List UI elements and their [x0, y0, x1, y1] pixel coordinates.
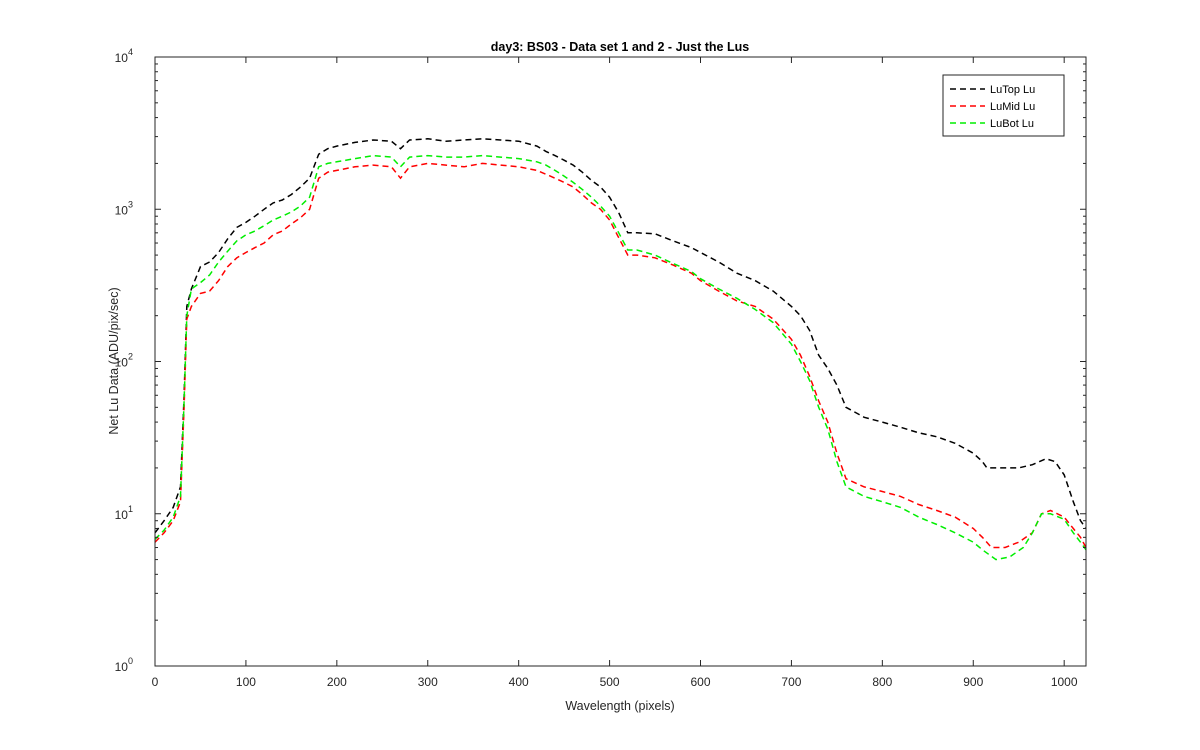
x-tick-label: 100 [236, 675, 256, 689]
y-tick-base: 10 [115, 51, 129, 65]
y-tick-exponent: 2 [128, 352, 133, 362]
x-tick-label: 700 [781, 675, 801, 689]
y-tick-label: 101 [115, 504, 133, 522]
plot-frame [154, 56, 1087, 667]
y-tick-label: 100 [115, 656, 133, 674]
series-line-3 [154, 154, 1087, 561]
legend-label-2: LuMid Lu [990, 101, 1035, 113]
series-line-1 [154, 138, 1087, 534]
y-tick-base: 10 [115, 203, 129, 217]
x-tick-label: 0 [152, 675, 159, 689]
x-tick-label: 400 [509, 675, 529, 689]
x-tick-label: 200 [327, 675, 347, 689]
y-tick-exponent: 1 [128, 504, 133, 514]
series-line-2 [154, 162, 1087, 549]
plot-background [155, 57, 1086, 666]
y-tick-base: 10 [115, 356, 129, 370]
y-tick-exponent: 4 [128, 47, 133, 57]
y-tick-exponent: 3 [128, 199, 133, 209]
legend-label-3: LuBot Lu [990, 118, 1034, 130]
x-axis-label: Wavelength (pixels) [565, 699, 674, 713]
ticks-layer: 0 100 200 300 400 500 600 700 800 900 100010010110… [115, 47, 1086, 689]
y-tick-label: 103 [115, 199, 133, 217]
plot-area [155, 57, 1086, 666]
y-tick-label: 102 [115, 352, 133, 370]
y-tick-base: 10 [115, 660, 129, 674]
y-axis-label: Net Lu Data (ADU/pix/sec) [107, 287, 121, 434]
x-tick-label: 800 [872, 675, 892, 689]
series-layer [154, 138, 1087, 561]
y-tick-label: 104 [115, 47, 133, 65]
x-tick-label: 500 [600, 675, 620, 689]
x-tick-label: 600 [690, 675, 710, 689]
legend-label-1: LuTop Lu [990, 84, 1035, 96]
chart-title: day3: BS03 - Data set 1 and 2 - Just the… [491, 40, 749, 54]
legend: LuTop Lu LuMid Lu LuBot Lu [942, 74, 1065, 137]
y-tick-base: 10 [115, 508, 129, 522]
y-tick-exponent: 0 [128, 656, 133, 666]
x-tick-label: 900 [963, 675, 983, 689]
x-tick-label: 300 [418, 675, 438, 689]
x-tick-label: 1000 [1051, 675, 1078, 689]
